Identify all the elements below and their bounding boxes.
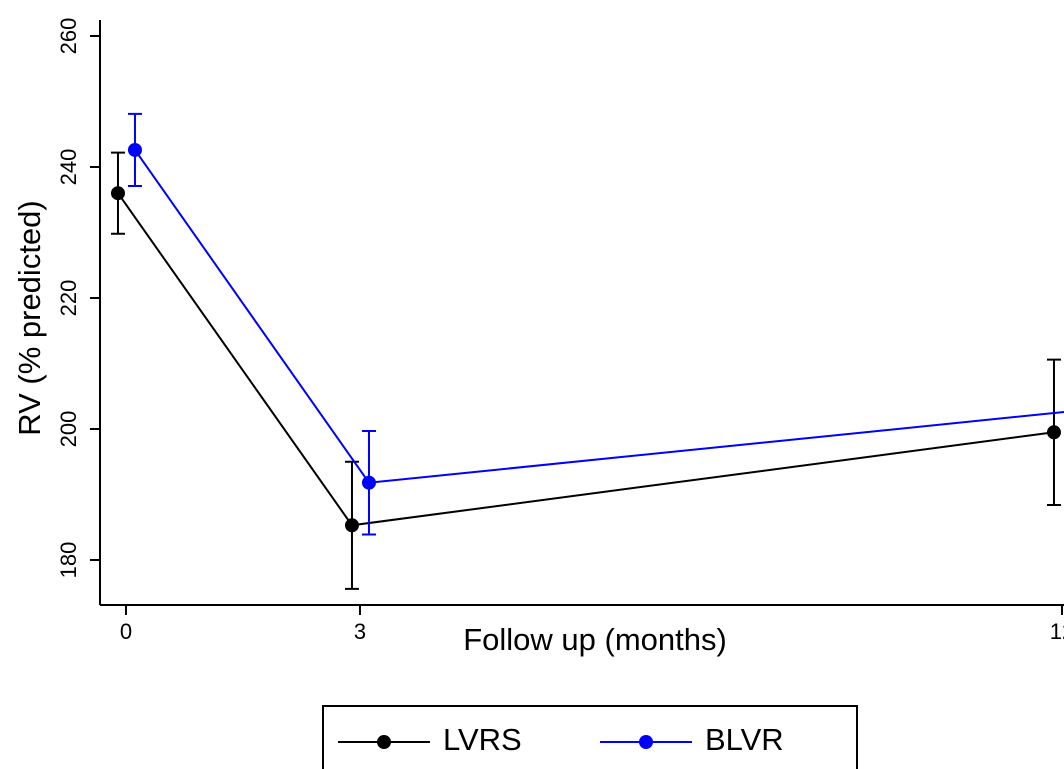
- legend-label: BLVR: [705, 722, 784, 757]
- y-tick-label: 220: [56, 280, 81, 317]
- legend-marker: [639, 735, 653, 749]
- legend-label: LVRS: [443, 722, 522, 757]
- series-line: [134, 149, 1064, 484]
- x-tick-label: 0: [120, 619, 132, 644]
- legend-box: [322, 705, 858, 769]
- marker: [127, 142, 142, 157]
- marker: [1046, 425, 1061, 440]
- y-tick-label: 180: [56, 542, 81, 579]
- y-axis-label: RV (% predicted): [12, 200, 47, 435]
- y-tick-label: 240: [56, 149, 81, 186]
- legend-marker: [377, 735, 391, 749]
- series-line: [117, 192, 1055, 527]
- x-axis-label: Follow up (months): [463, 622, 727, 657]
- marker: [110, 186, 125, 201]
- x-tick-label: 3: [354, 619, 366, 644]
- marker: [361, 475, 376, 490]
- marker: [344, 518, 359, 533]
- y-tick-label: 200: [56, 411, 81, 448]
- x-tick-label: 12: [1050, 619, 1064, 644]
- y-tick-label: 260: [56, 18, 81, 55]
